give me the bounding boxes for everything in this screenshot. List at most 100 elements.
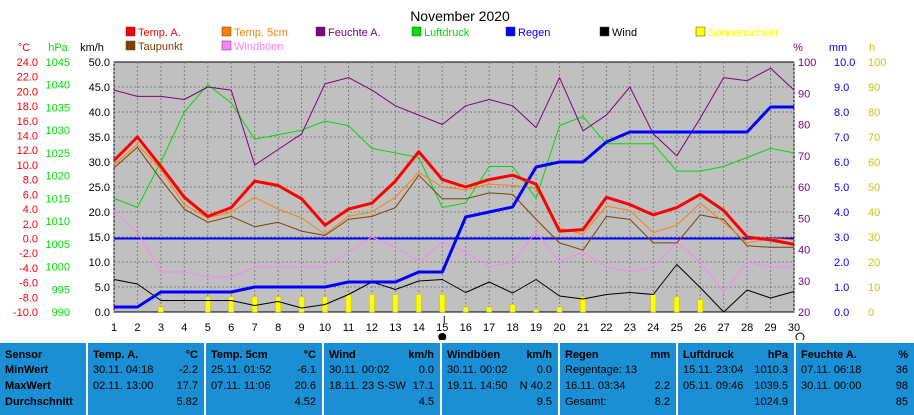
h-axis-tick: 80 [868,107,880,119]
kmh-axis-tick: 5.0 [95,282,110,294]
legend-label: Taupunkt [138,41,183,53]
stats-column-windb-en: Windböen km/h 30.11. 00:02 0.0 19.11. 14:50 N… [442,343,558,415]
x-tick: 23 [624,322,636,334]
unit-label-hpa: hPa [48,42,68,54]
stats-column-title: Temp. A. [93,349,139,361]
series-line-temp-a- [112,135,795,246]
marker-filled-circle [438,333,447,340]
stats-row-avg: 9.5 [447,396,552,409]
legend-swatch [599,26,610,37]
sunshine-bar [533,309,539,313]
temp-axis-tick: 22.0 [17,72,38,84]
legend-label: Sonnenschein [708,27,778,39]
hpa-axis-tick: 1000 [46,262,70,274]
stats-row-max: 19.11. 14:50 N 40.2 [447,380,552,393]
stats-row-avg: 5.82 [93,396,198,409]
day-marker-label: I [443,315,446,326]
sunshine-bar [204,296,211,313]
stats-column-title: Luftdruck [683,349,734,361]
pct-axis-tick: 100 [798,57,816,69]
temp-axis-tick: -10.0 [13,307,38,319]
stats-max-value: 98 [895,380,908,392]
temp-axis-tick: 4.0 [23,204,38,216]
stats-max-date: 05.11. 09:46 [683,380,744,392]
legend-swatch [125,40,136,51]
pct-axis-tick: 50 [798,213,810,225]
stats-min-date: 30.11. 00:02 [329,364,390,376]
temp-axis-tick: 16.0 [17,116,38,128]
stats-row-max: 16.11. 03:34 2.2 [565,380,670,393]
sunshine-bar [697,299,704,313]
stats-row-min: Regentage: 13 [565,364,670,377]
stats-avg-value: 8.2 [654,396,670,408]
hpa-axis-tick: 1010 [46,216,70,228]
sunshine-bar [580,296,586,313]
x-tick: 4 [181,322,187,334]
stats-column-title: Windböen [447,349,501,361]
series-lines [112,67,795,313]
sunshine-bar [345,294,352,313]
stats-row-min: 07.11. 06:18 36 [801,364,908,377]
stats-column-unit: % [898,349,908,361]
x-tick: 5 [205,322,211,334]
sunshine-bar [275,296,281,313]
stats-max-date: 19.11. 14:50 [447,380,508,392]
chart-title: November 2020 [410,8,510,24]
stats-avg-value: 85 [895,396,908,408]
legend-label: Feuchte A. [328,27,381,39]
weather-chart: November 2020 24.022.020.018.016.014.012… [13,8,886,340]
temp-axis-tick: 2.0 [23,219,38,231]
mm-axis-tick: 8.0 [834,107,849,119]
temp-axis-tick: -2.0 [19,248,38,260]
kmh-axis-tick: 0.0 [95,307,110,319]
x-tick: 15 [436,322,448,334]
stats-max-value: N 40.2 [519,380,552,392]
legend-label: Regen [518,27,550,39]
sunshine-bar [462,306,469,313]
x-tick: 30 [788,322,800,334]
legend-label: Temp. 5cm [234,27,288,39]
x-tick: 7 [252,322,258,334]
stats-min-value: 0.0 [418,364,434,376]
x-tick: 20 [553,322,565,334]
stats-row-min: 30.11. 00:02 0.0 [329,364,434,377]
x-tick: 8 [275,322,281,334]
sunshine-bar [298,296,305,313]
hpa-axis-tick: 1005 [46,239,70,251]
stats-row-min: 30.11. 00:02 0.0 [447,364,552,377]
hpa-axis-tick: 1020 [46,171,70,183]
stats-max-date: 30.11. 00:00 [801,380,862,392]
sunshine-bar [556,306,563,313]
hpa-axis-tick: 990 [52,307,70,319]
stats-column-title: Wind [329,349,356,361]
h-axis-tick: 60 [868,157,880,169]
hpa-axis-tick: 1030 [46,125,70,137]
h-axis-tick: 50 [868,182,880,194]
stats-min-date: 07.11. 06:18 [801,364,862,376]
stats-max-date: 02.11. 13:00 [93,380,154,392]
x-tick: 10 [319,322,331,334]
stats-min-value: 0.0 [536,364,552,376]
grid [113,62,795,312]
kmh-axis-tick: 40.0 [89,107,110,119]
x-tick: 29 [764,322,776,334]
kmh-axis-tick: 50.0 [89,57,110,69]
stats-avg-value: 4.52 [294,396,316,408]
x-tick: 24 [647,322,659,334]
stats-min-date: 25.11. 01:52 [211,364,272,376]
x-tick: 19 [530,322,542,334]
sunshine-bar [650,294,657,313]
kmh-axis-tick: 30.0 [89,157,110,169]
x-tick: 26 [694,322,706,334]
stats-column-temp-a-: Temp. A. °C 30.11. 04:18 -2.2 02.11. 13:00 17… [88,343,204,415]
stats-row-min: 15.11. 23:04 1010.3 [683,364,788,377]
stats-row-max: 07.11. 11:06 20.6 [211,380,316,393]
x-tick: 28 [741,322,753,334]
x-tick: 12 [366,322,378,334]
legend-label: Temp. A. [138,27,181,39]
temp-axis-tick: 10.0 [17,160,38,172]
stats-max-value: 2.2 [654,380,670,392]
label-max: MaxWert [5,380,51,392]
stats-avg-value: 1024.9 [754,396,788,408]
pct-axis-tick: 30 [798,276,810,288]
